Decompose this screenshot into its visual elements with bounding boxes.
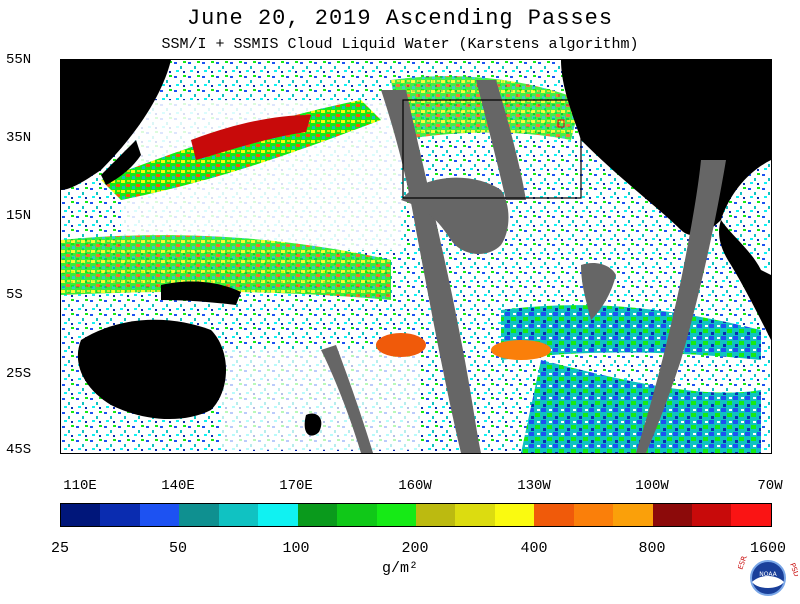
lat-label-55n: 55N bbox=[6, 52, 32, 68]
color-scale-segment-15 bbox=[652, 504, 692, 526]
cloud-liquid-water-map bbox=[60, 59, 772, 454]
map-subtitle: SSM/I + SSMIS Cloud Liquid Water (Karste… bbox=[161, 36, 639, 53]
logo-left-text: ESRL bbox=[738, 556, 750, 571]
color-scale-segment-11 bbox=[494, 504, 535, 526]
southern-ocean-clouds bbox=[521, 360, 761, 453]
lon-label-170e: 170E bbox=[279, 478, 313, 494]
color-scale-segment-12 bbox=[534, 504, 574, 526]
units-label: g/m² bbox=[381, 560, 418, 577]
swath-gap-4 bbox=[321, 345, 373, 453]
map-canvas bbox=[61, 60, 771, 453]
scale-label-200: 200 bbox=[401, 540, 429, 557]
swath-gap-6 bbox=[636, 160, 726, 453]
lat-label-15n: 15N bbox=[6, 208, 32, 224]
scale-label-25: 25 bbox=[50, 540, 70, 557]
land-new-zealand bbox=[304, 413, 322, 436]
storm-cell-south-pacific bbox=[376, 333, 426, 357]
color-scale-segment-16 bbox=[692, 504, 732, 526]
lat-label-35n: 35N bbox=[6, 130, 32, 146]
scale-label-1600: 1600 bbox=[749, 540, 787, 557]
color-scale-segment-9 bbox=[415, 504, 456, 526]
land-new-guinea bbox=[161, 281, 241, 305]
storm-core-japan bbox=[191, 115, 311, 160]
color-scale-segment-8 bbox=[376, 504, 416, 526]
swath-gap-2 bbox=[476, 80, 526, 200]
color-scale-bar bbox=[60, 503, 772, 527]
color-scale-segment-5 bbox=[258, 504, 298, 526]
itcz-west bbox=[61, 235, 391, 300]
noaa-esrl-psd-logo: NOAA ESRL PSD bbox=[736, 551, 800, 600]
logo-center-text: NOAA bbox=[759, 571, 777, 578]
lon-label-160w: 160W bbox=[398, 478, 432, 494]
color-scale-segment-10 bbox=[455, 504, 495, 526]
land-asia bbox=[61, 60, 171, 190]
lat-label-25s: 25S bbox=[6, 366, 32, 382]
lon-label-100w: 100W bbox=[635, 478, 669, 494]
color-scale-segment-0 bbox=[61, 504, 101, 526]
land-japan bbox=[101, 140, 141, 185]
swath-gap-1 bbox=[381, 90, 481, 453]
scale-label-800: 800 bbox=[638, 540, 666, 557]
scale-label-50: 50 bbox=[168, 540, 188, 557]
lon-label-110e: 110E bbox=[63, 478, 97, 494]
noaa-logo-icon: NOAA ESRL PSD bbox=[736, 551, 800, 596]
scale-label-400: 400 bbox=[520, 540, 548, 557]
region-box bbox=[402, 99, 582, 199]
land-australia bbox=[77, 319, 226, 420]
lon-label-70w: 70W bbox=[757, 478, 783, 494]
lon-label-130w: 130W bbox=[517, 478, 551, 494]
color-scale-segment-6 bbox=[297, 504, 338, 526]
storm-cell-east-pacific bbox=[491, 340, 551, 360]
color-scale-segment-7 bbox=[337, 504, 377, 526]
land-central-america bbox=[719, 220, 771, 340]
color-scale-segment-4 bbox=[218, 504, 259, 526]
color-scale-segment-1 bbox=[100, 504, 140, 526]
point-marker bbox=[557, 119, 565, 128]
map-title: June 20, 2019 Ascending Passes bbox=[186, 6, 614, 31]
color-scale-segment-17 bbox=[731, 504, 771, 526]
lon-label-140e: 140E bbox=[161, 478, 195, 494]
scale-label-100: 100 bbox=[282, 540, 310, 557]
color-scale-segment-13 bbox=[573, 504, 614, 526]
lat-label-5s: 5S bbox=[6, 287, 23, 303]
swath-gap-3 bbox=[401, 177, 509, 255]
logo-right-text: PSD bbox=[788, 562, 798, 578]
color-scale-segment-3 bbox=[179, 504, 219, 526]
color-scale-segment-14 bbox=[613, 504, 653, 526]
swath-gap-5 bbox=[581, 263, 616, 320]
clear-region-south bbox=[221, 350, 421, 450]
lat-label-45s: 45S bbox=[6, 442, 32, 458]
southeast-pacific-clouds bbox=[501, 305, 761, 360]
north-pacific-band bbox=[101, 100, 381, 200]
color-scale-segment-2 bbox=[139, 504, 180, 526]
